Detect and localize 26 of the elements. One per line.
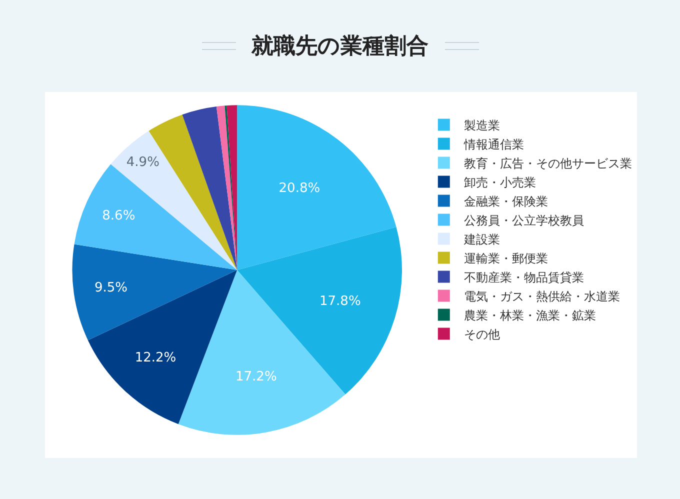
data-label: 17.8%: [320, 294, 361, 309]
data-label: 17.2%: [236, 370, 277, 385]
legend-label: 電気・ガス・熱供給・水道業: [464, 289, 620, 304]
pie-slice: [72, 244, 238, 340]
data-label: 9.5%: [94, 280, 128, 296]
legend-label: 教育・広告・その他サービス業: [464, 156, 632, 170]
legend-label: 製造業: [464, 118, 500, 132]
data-label: 8.6%: [102, 208, 136, 224]
pie-slice: [237, 105, 396, 270]
data-label: 20.8%: [278, 181, 320, 196]
legend-label: 建設業: [462, 232, 500, 246]
legend-label: その他: [464, 327, 500, 342]
legend-label: 農業・林業・漁業・鉱業: [464, 308, 596, 322]
pie-slice: [182, 106, 238, 270]
legend-label: 情報通信業: [462, 137, 524, 152]
chart-title: 就職先の業種割合: [252, 33, 428, 61]
legend-label: 不動産業・物品賃貸業: [464, 270, 584, 284]
pie-slice: [88, 270, 238, 424]
data-label: 12.2%: [134, 350, 176, 366]
data-label: 4.9%: [126, 155, 160, 170]
legend-label: 金融業・保険業: [464, 194, 548, 208]
legend-label: 運輸業・郵便業: [464, 251, 548, 266]
pie-slice: [216, 106, 238, 270]
legend-label: 公務員・公立学校教員: [464, 213, 584, 228]
legend-label: 卸売・小売業: [464, 175, 536, 190]
pie-slice: [237, 227, 402, 394]
